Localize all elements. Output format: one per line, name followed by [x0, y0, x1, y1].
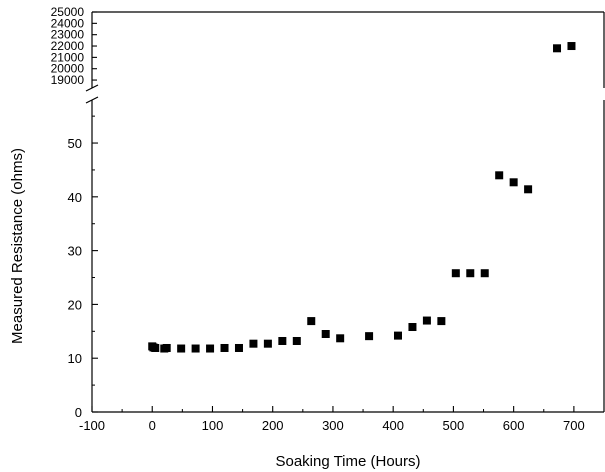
- data-point: [292, 336, 301, 345]
- data-point: [495, 171, 504, 180]
- data-point: [437, 317, 446, 326]
- data-point: [480, 269, 489, 278]
- data-point: [191, 344, 200, 353]
- y-tick-label: 30: [68, 244, 82, 259]
- y-tick-label: 10: [68, 351, 82, 366]
- x-tick-label: 700: [563, 418, 585, 433]
- data-point: [278, 336, 287, 345]
- break-mark-lower: [85, 96, 99, 104]
- data-point: [220, 343, 229, 352]
- data-point: [321, 330, 330, 338]
- y-axis-ticks: 0 10 20 30 40 50 19000200002100022000230002400…: [51, 5, 98, 420]
- x-axis-label: Soaking Time (Hours): [275, 453, 420, 470]
- break-mark-upper: [85, 84, 99, 92]
- x-tick-label: 500: [443, 418, 465, 433]
- plot-frame: [85, 11, 605, 413]
- x-tick-label: 600: [503, 418, 525, 433]
- x-tick-label: 100: [202, 418, 224, 433]
- data-point: [393, 331, 402, 340]
- y-tick-label: 0: [75, 405, 82, 420]
- data-point: [553, 44, 562, 53]
- data-point: [177, 344, 186, 353]
- y-tick-label-upper: 24000: [51, 16, 85, 30]
- data-point: [336, 334, 345, 343]
- data-point: [451, 269, 460, 278]
- y-tick-label: 50: [68, 136, 82, 151]
- x-tick-label: 0: [149, 418, 156, 433]
- x-tick-label: 400: [382, 418, 404, 433]
- data-point: [509, 178, 518, 187]
- x-axis-ticks: -100 0 100 200 300 400 500 600 700: [79, 406, 585, 433]
- data-point: [162, 343, 171, 352]
- data-point: [422, 316, 431, 325]
- y-tick-label-upper: 22000: [51, 39, 85, 53]
- y-tick-label-upper: 19000: [51, 73, 85, 87]
- data-point: [263, 339, 272, 348]
- data-point: [151, 343, 160, 352]
- x-tick-label: 300: [322, 418, 344, 433]
- data-point: [365, 332, 374, 341]
- data-point: [408, 323, 417, 332]
- data-point: [234, 343, 243, 352]
- x-tick-label: -100: [79, 418, 105, 433]
- y-tick-label-upper: 20000: [51, 62, 85, 76]
- data-point: [524, 185, 533, 194]
- y-tick-label-upper: 23000: [51, 28, 85, 42]
- y-tick-label: 40: [68, 190, 82, 205]
- data-point: [206, 344, 215, 353]
- data-points: [148, 42, 576, 353]
- data-point: [567, 42, 576, 51]
- data-point: [466, 269, 475, 278]
- y-tick-label-upper: 21000: [51, 50, 85, 64]
- x-tick-label: 200: [262, 418, 284, 433]
- axis-break-marks: [85, 84, 99, 104]
- data-point: [307, 317, 316, 326]
- y-tick-label: 20: [68, 297, 82, 312]
- data-point: [249, 339, 258, 348]
- y-axis-label: Measured Resistance (ohms): [9, 148, 26, 344]
- y-tick-label-upper: 25000: [51, 5, 85, 19]
